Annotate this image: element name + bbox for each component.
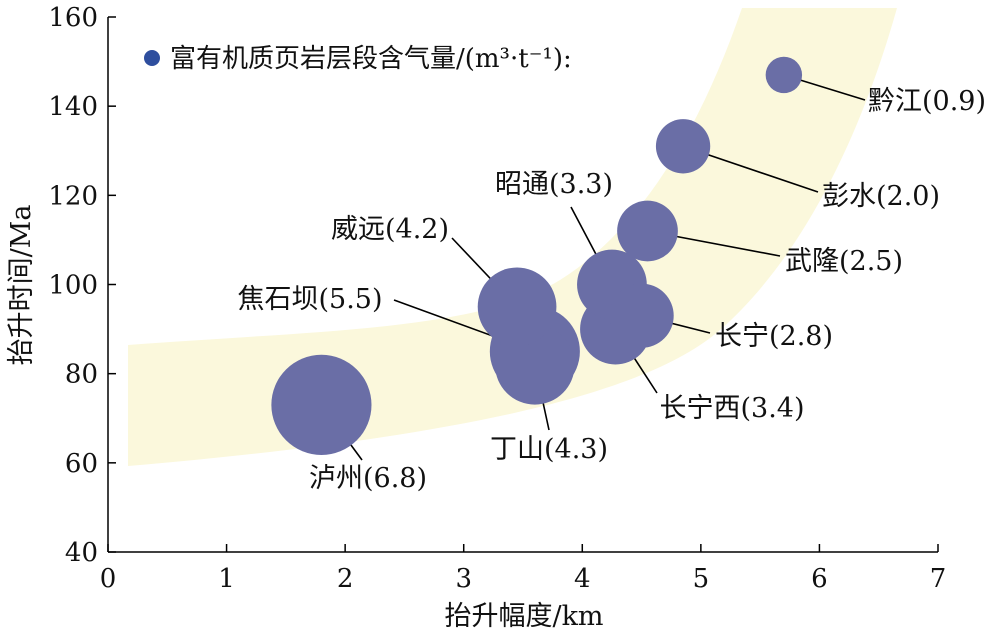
bubble-layer	[271, 56, 803, 455]
data-label-丁山: 丁山(4.3)	[490, 434, 608, 465]
x-tick-label: 5	[693, 564, 710, 594]
data-label-焦石坝: 焦石坝(5.5)	[237, 284, 382, 315]
bubble-泸州	[271, 354, 372, 455]
y-tick-label: 140	[48, 92, 98, 122]
y-tick-label: 100	[48, 271, 98, 301]
trend-band	[128, 8, 897, 466]
data-label-泸州: 泸州(6.8)	[309, 463, 427, 494]
x-tick-label: 3	[455, 564, 472, 594]
x-tick-label: 0	[100, 564, 117, 594]
data-label-黔江: 黔江(0.9)	[868, 86, 986, 117]
x-tick-label: 1	[218, 564, 235, 594]
x-tick-label: 6	[811, 564, 828, 594]
bubble-武隆	[617, 200, 678, 262]
bubble-黔江	[765, 56, 803, 94]
y-tick-label: 80	[65, 360, 98, 390]
x-axis-label: 抬升幅度/km	[444, 601, 603, 632]
data-label-彭水: 彭水(2.0)	[822, 181, 940, 212]
y-tick-label: 40	[65, 538, 98, 568]
legend-label: 富有机质页岩层段含气量/(m³·t⁻¹):	[170, 44, 572, 74]
label-layer: 黔江(0.9) 彭水(2.0) 武隆(2.5) 长宁(2.8) 昭通(3.3) 长宁西(3…	[237, 86, 986, 494]
data-label-武隆: 武隆(2.5)	[785, 246, 903, 277]
bubble-威远	[477, 267, 557, 347]
x-tick-label: 7	[930, 564, 947, 594]
y-axis-label: 抬升时间/Ma	[6, 205, 37, 366]
data-label-昭通: 昭通(3.3)	[495, 169, 613, 200]
data-label-威远: 威远(4.2)	[331, 214, 449, 245]
x-tick-label: 4	[574, 564, 591, 594]
y-tick-label: 120	[48, 181, 98, 211]
data-label-长宁西: 长宁西(3.4)	[659, 393, 804, 424]
legend-marker	[144, 50, 160, 66]
y-tick-label: 60	[65, 449, 98, 479]
x-tick-label: 2	[337, 564, 354, 594]
axes-layer: 0 1 2 3 4 5 6 7 40 60 80 100 120 140 160	[48, 3, 946, 594]
bubble-彭水	[655, 119, 711, 174]
trend-band-layer	[128, 8, 897, 466]
y-tick-label: 160	[48, 3, 98, 33]
data-label-长宁: 长宁(2.8)	[715, 321, 833, 352]
bubble-长宁	[609, 283, 674, 348]
